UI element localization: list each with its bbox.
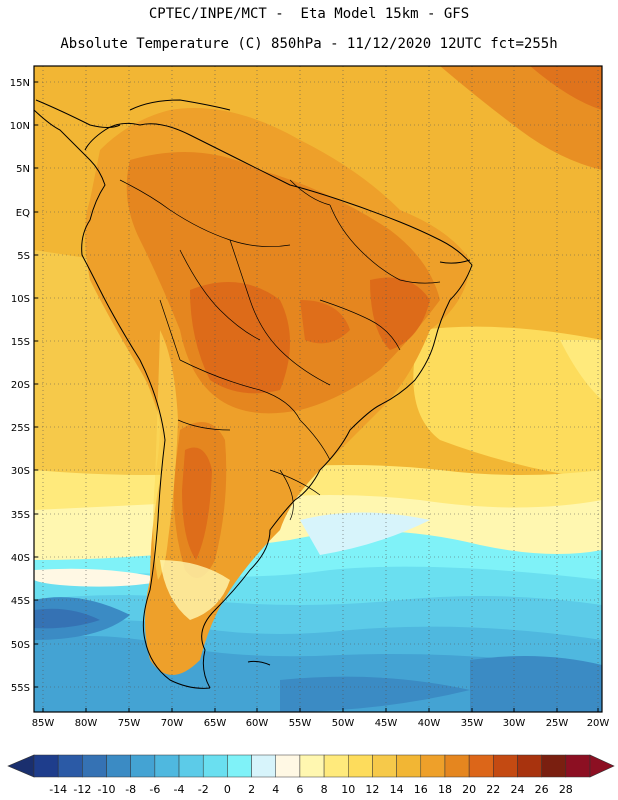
colorbar-labels: -14 -12 -10 -8 -6 -4 -2 0 2 4 6 8 10 12 14 16 18 20 22 24 26… [49,783,573,796]
lon-label: 75W [118,718,141,729]
colorbar-label: 24 [510,783,524,796]
lon-label: 85W [32,718,55,729]
map-gridlines [34,66,602,712]
lon-label: 30W [503,718,526,729]
colorbar-swatch [251,754,276,778]
colorbar-label: 22 [486,783,500,796]
lon-label: 45W [375,718,398,729]
colorbar-label: 10 [341,783,355,796]
colorbar-label: 16 [414,783,428,796]
colorbar-swatch [396,754,422,778]
country-borders [119,179,441,521]
lat-label: 30S [11,466,30,477]
lon-label: 60W [246,718,269,729]
colorbar-swatch [106,754,131,778]
lat-label: 45S [11,596,30,607]
colorbar-label: 14 [390,783,404,796]
colorbar-swatch [420,754,446,778]
lat-label: 50S [11,640,30,651]
lon-label: 65W [204,718,227,729]
colorbar-swatch [33,754,59,778]
colorbar-label: 0 [224,783,231,796]
colorbar-swatch [493,754,518,778]
colorbar-swatch [275,754,301,778]
colorbar-swatch [227,754,252,778]
map-title-line-1: CPTEC/INPE/MCT - Eta Model 15km - GFS [148,6,470,22]
colorbar-swatch [57,754,83,778]
coastlines [33,99,473,689]
colorbar-label: -14 [49,783,67,796]
colorbar-label: -12 [73,783,91,796]
lon-label: 40W [418,718,441,729]
colorbar-swatch [299,754,325,778]
colorbar-label: -4 [174,783,185,796]
lat-label: 40S [11,553,30,564]
lon-label: 35W [461,718,484,729]
colorbar-swatch [517,754,542,778]
lat-label: 15S [11,337,30,348]
colorbar-swatch [541,754,567,778]
lat-label: 25S [11,423,30,434]
lat-label: 15N [10,78,30,89]
colorbar-swatch [154,754,180,778]
lat-label: 10S [11,294,30,305]
lon-label: 25W [546,718,569,729]
colorbar-label: 20 [462,783,476,796]
latitude-labels: 15N 10N 5N EQ 5S 10S 15S 20S 25S 30S 35S 40S 45S 50S 5… [10,78,38,694]
colorbar-label: 2 [248,783,255,796]
lat-label: 10N [10,121,30,132]
lon-label: 70W [161,718,184,729]
map-title-line-2: Absolute Temperature (C) 850hPa - 11/12/… [60,36,558,52]
colorbar-label: 12 [365,783,379,796]
longitude-labels: 85W 80W 75W 70W 65W 60W 55W 50W 45W 40W 35W 30W 25W 2… [32,708,610,729]
colorbar [7,754,615,778]
colorbar-swatch [565,754,591,778]
colorbar-label: 26 [535,783,549,796]
lat-label: 20S [11,380,30,391]
lon-label: 80W [75,718,98,729]
colorbar-label: 8 [321,783,328,796]
colorbar-label: -8 [125,783,136,796]
colorbar-high-arrow [589,754,615,778]
lat-label: 35S [11,510,30,521]
colorbar-label: 6 [296,783,303,796]
colorbar-swatch [323,754,349,778]
temperature-fields [34,66,602,712]
lon-label: 55W [289,718,312,729]
colorbar-label: 28 [559,783,573,796]
lat-label: 5N [16,164,30,175]
colorbar-swatch [202,754,228,778]
lon-label: 20W [587,718,610,729]
lat-label: 5S [17,251,30,262]
lon-label: 50W [332,718,355,729]
colorbar-swatch [468,754,494,778]
colorbar-swatch [178,754,204,778]
colorbar-swatch [372,754,397,778]
colorbar-swatch [130,754,156,778]
colorbar-swatch [82,754,107,778]
lat-label: 55S [11,683,30,694]
map-frame [33,65,603,713]
colorbar-label: 4 [272,783,279,796]
colorbar-swatch [348,754,373,778]
colorbar-label: -10 [98,783,116,796]
colorbar-swatch [444,754,470,778]
colorbar-label: -6 [149,783,160,796]
colorbar-low-arrow [7,754,35,778]
lat-label: EQ [16,208,30,219]
colorbar-label: 18 [438,783,452,796]
colorbar-label: -2 [198,783,209,796]
